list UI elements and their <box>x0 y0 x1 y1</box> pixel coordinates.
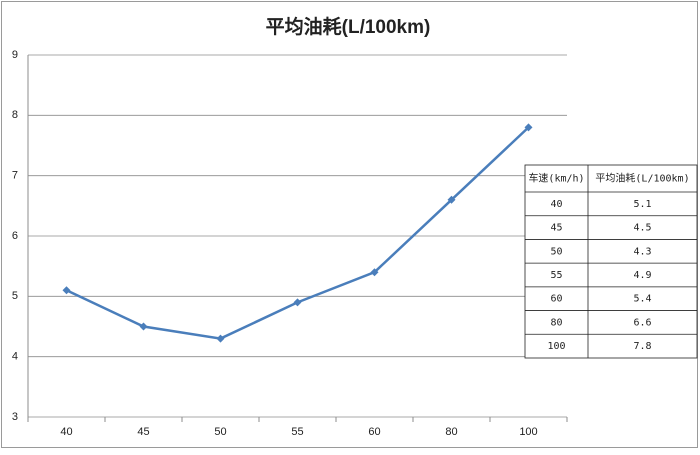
table-border <box>524 164 698 359</box>
y-tick-label: 3 <box>12 411 18 423</box>
marker <box>216 334 225 343</box>
table-header: 车速(km/h) <box>528 172 584 185</box>
table-cell: 7.8 <box>633 341 651 352</box>
marker <box>370 268 379 277</box>
table-cell: 4.5 <box>633 223 651 234</box>
y-tick-label: 6 <box>12 230 18 242</box>
table-cell: 4.9 <box>633 270 651 281</box>
table-cell: 6.6 <box>633 317 651 328</box>
x-tick-label: 50 <box>214 426 226 438</box>
y-tick-label: 9 <box>12 49 18 61</box>
y-tick-label: 8 <box>12 109 18 121</box>
x-tick-label: 40 <box>60 426 72 438</box>
x-tick-label: 60 <box>368 426 380 438</box>
table-cell: 80 <box>550 317 562 328</box>
table-cell: 55 <box>550 270 562 281</box>
x-tick-label: 80 <box>445 426 457 438</box>
marker <box>62 286 71 295</box>
marker <box>524 123 533 132</box>
x-tick-label: 100 <box>519 426 537 438</box>
y-tick-label: 7 <box>12 170 18 182</box>
x-tick-label: 55 <box>291 426 303 438</box>
table-cell: 4.3 <box>633 246 651 257</box>
table-cell: 60 <box>550 294 562 305</box>
marker <box>139 322 148 331</box>
chart-title: 平均油耗(L/100km) <box>266 15 431 38</box>
table-cell: 100 <box>547 341 565 352</box>
table-header: 平均油耗(L/100km) <box>595 172 689 185</box>
marker <box>447 195 456 204</box>
table-cell: 45 <box>550 223 562 234</box>
data-table: 车速(km/h) 平均油耗(L/100km) 40 5.1 45 4.5 50 4.3 55 4.… <box>524 164 698 359</box>
y-tick-label: 5 <box>12 290 18 302</box>
y-tick-label: 4 <box>12 351 18 363</box>
table-cell: 5.4 <box>633 294 651 305</box>
table-cell: 5.1 <box>633 199 651 210</box>
table-cell: 50 <box>550 246 562 257</box>
x-tick-label: 45 <box>137 426 149 438</box>
marker <box>293 298 302 307</box>
table-cell: 40 <box>550 199 562 210</box>
